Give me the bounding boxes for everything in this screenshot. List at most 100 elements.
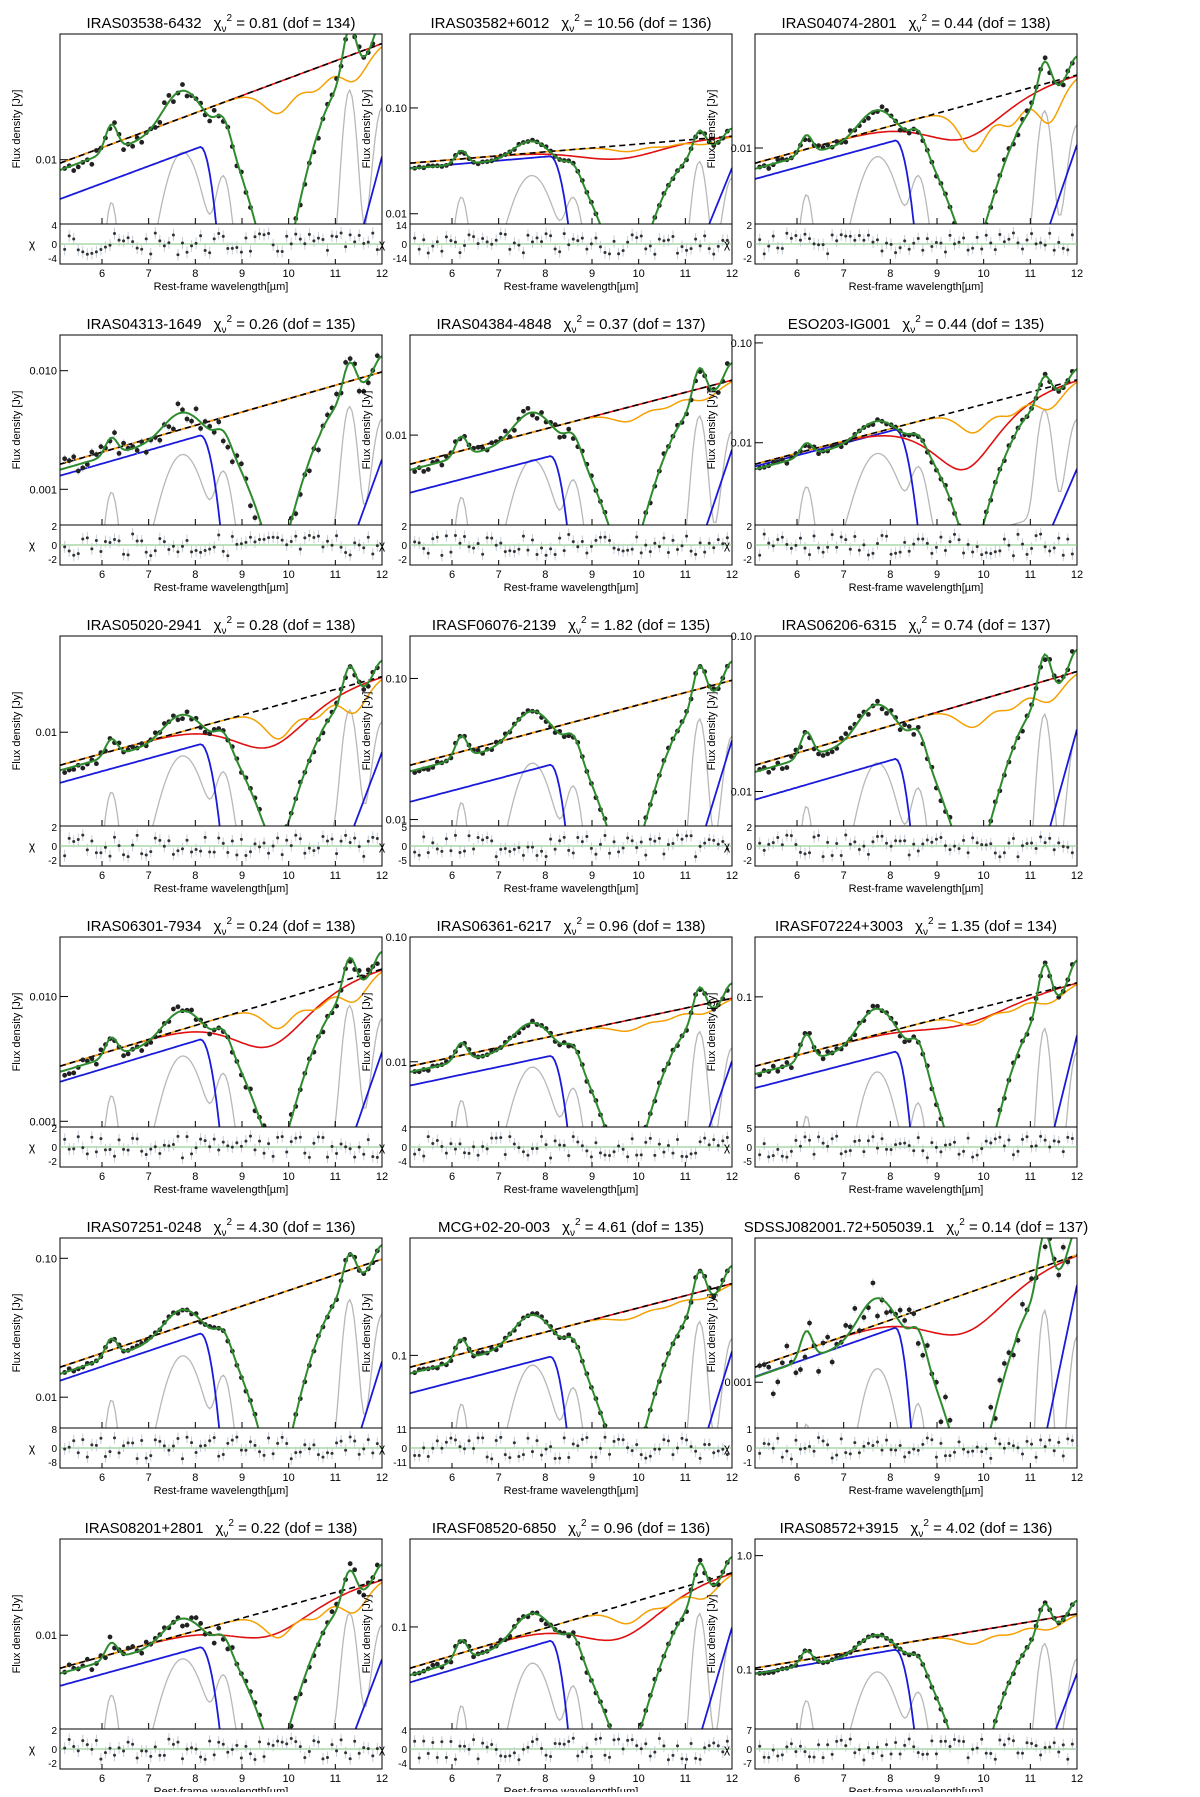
dof-suffix: ) [350,918,355,935]
data-point [121,1053,126,1058]
residual-point [822,1440,825,1443]
residual-point [717,843,720,846]
residual-point [418,248,421,251]
data-point [198,426,203,431]
residual-point [726,1136,729,1139]
residual-point [885,242,888,245]
data-point [625,1478,630,1483]
data-point [807,1321,812,1326]
residual-point [1016,241,1019,244]
residual-point [849,235,852,238]
residual-point [371,1155,374,1158]
data-point [957,1179,962,1184]
data-point [121,147,126,152]
residual-point [758,842,761,845]
residual-point [1012,1444,1015,1447]
residual-point [335,534,338,537]
residual-point [204,836,207,839]
residual-point [508,1456,511,1459]
residual-point [644,1457,647,1460]
residual-point [967,543,970,546]
residual-point [217,1455,220,1458]
residual-point [676,834,679,837]
residual-point [703,551,706,554]
residual-point [862,1150,865,1153]
x-tick-label: 9 [589,1472,595,1484]
residual-point [418,541,421,544]
residual-point [253,1148,256,1151]
plot-area [60,661,382,886]
residual-point [803,1135,806,1138]
residual-point [240,542,243,545]
residual-point [167,839,170,842]
residual-point [867,234,870,237]
residual-tick-label: -2 [743,555,752,566]
residual-point [231,1439,234,1442]
residual-point [371,1451,374,1454]
residual-point [585,551,588,554]
residual-point [517,244,520,247]
residual-point [894,1449,897,1452]
residual-point [853,535,856,538]
residual-point [658,837,661,840]
residual-point [86,1152,89,1155]
residual-point [626,241,629,244]
residual-point [154,1438,157,1441]
residual-point [477,836,480,839]
residual-point [199,1138,202,1141]
y-axis-label: Flux density [Jy] [706,391,718,470]
plot-area [755,649,1077,907]
residual-point [449,1142,452,1145]
residual-point [613,240,616,243]
residual-axis-label: χ [379,1441,386,1455]
data-point [639,531,644,536]
residual-point [980,843,983,846]
residual-point [826,1443,829,1446]
dof-value: 135 [674,1219,699,1236]
residual-point [617,1145,620,1148]
data-point [771,1064,776,1069]
x-tick-label: 7 [146,1171,152,1183]
equals: = [582,918,599,935]
residual-tick-label: 11 [397,1425,408,1436]
residual-point [549,234,552,237]
residual-point [772,544,775,547]
residual-point [362,1153,365,1156]
chi2-value: 1.82 [604,617,633,634]
residual-point [1039,1135,1042,1138]
x-axis-label: Rest-frame wavelength[µm] [154,281,289,293]
residual-tick-label: 2 [51,1124,57,1135]
data-point [630,859,635,864]
residual-point [712,546,715,549]
residual-point [1035,534,1038,537]
residual-point [244,854,247,857]
residual-point [867,1139,870,1142]
residual-point [817,243,820,246]
x-tick-label: 7 [841,1171,847,1183]
residual-point [894,552,897,555]
data-point [1029,1276,1034,1281]
dof-suffix: ) [1052,918,1057,935]
residual-point [785,834,788,837]
x-tick-label: 8 [542,569,548,581]
data-point [821,1341,826,1346]
residual-point [703,842,706,845]
residual-point [876,238,879,241]
residual-point [68,549,71,552]
residual-point [1066,1136,1069,1139]
data-point [966,1470,971,1475]
data-point [979,236,984,241]
y-tick-label: 0.010 [29,992,57,1004]
residual-point [204,249,207,252]
residual-point [617,252,620,255]
chi-symbol: χ [909,15,917,32]
residual-point [1062,1454,1065,1457]
residual-point [554,553,557,556]
chi2-value: 10.56 [597,15,635,32]
residual-point [989,1141,992,1144]
residual-point [1066,846,1069,849]
model-fit-curve [755,650,1077,869]
